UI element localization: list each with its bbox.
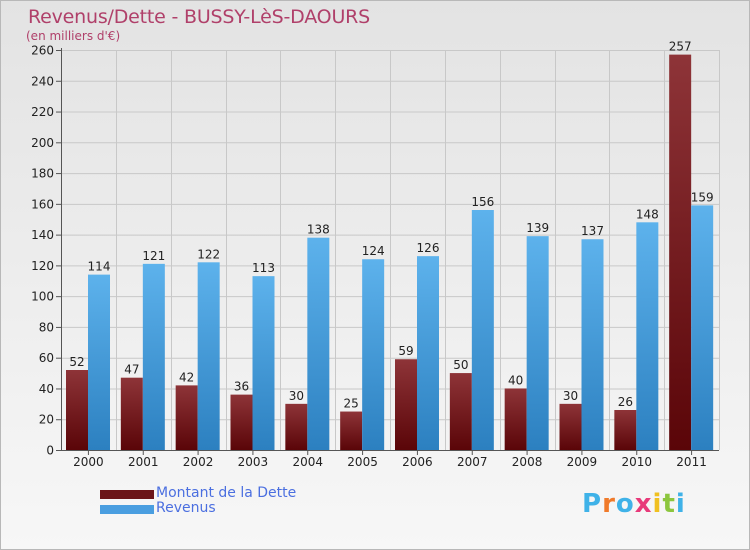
- data-label-revenus-2000: 114: [88, 260, 111, 274]
- x-axis: 2000 2001 2002 2003 2004 2005 2006 2007 2008 2009…: [61, 450, 719, 469]
- logo-letter: o: [615, 489, 635, 519]
- bar-revenus-2010: [636, 222, 659, 450]
- y-tick-label-60: 60: [39, 351, 54, 365]
- logo-letter: r: [602, 489, 616, 519]
- data-label-dette-2000: 52: [69, 355, 84, 369]
- logo-letter: P: [582, 489, 603, 519]
- data-label-dette-2005: 25: [344, 397, 359, 411]
- bar-revenus-2004: [307, 237, 330, 450]
- data-label-dette-2007: 50: [453, 358, 468, 372]
- data-label-revenus-2008: 139: [526, 221, 549, 235]
- bar-revenus-2009: [581, 239, 604, 450]
- data-label-dette-2008: 40: [508, 373, 523, 387]
- bar-revenus-2000: [88, 274, 110, 450]
- y-tick-label-120: 120: [31, 259, 54, 273]
- bar-dette-2002: [175, 385, 198, 450]
- legend-swatch-dette: [100, 490, 154, 499]
- data-label-dette-2006: 59: [398, 344, 413, 358]
- x-tick-label-2003: 2003: [238, 455, 269, 469]
- bar-dette-2007: [449, 373, 472, 450]
- y-tick-label-240: 240: [31, 74, 54, 88]
- y-tick-label-20: 20: [39, 413, 54, 427]
- y-tick-label-40: 40: [39, 382, 54, 396]
- x-tick-label-2002: 2002: [183, 455, 214, 469]
- y-tick-label-200: 200: [31, 136, 54, 150]
- y-tick-label-100: 100: [31, 290, 54, 304]
- bar-revenus-2005: [362, 259, 385, 450]
- data-label-revenus-2005: 124: [362, 244, 385, 258]
- bar-dette-2004: [285, 403, 308, 450]
- x-tick-label-2005: 2005: [347, 455, 378, 469]
- data-label-revenus-2002: 122: [197, 247, 220, 261]
- data-label-revenus-2004: 138: [307, 223, 330, 237]
- y-tick-label-220: 220: [31, 105, 54, 119]
- data-label-dette-2003: 36: [234, 380, 249, 394]
- bar-dette-2005: [340, 411, 363, 450]
- bar-dette-2009: [559, 403, 582, 450]
- legend-label-revenus: Revenus: [156, 500, 216, 516]
- legend-label-dette: Montant de la Dette: [156, 485, 297, 501]
- y-tick-label-0: 0: [46, 444, 54, 458]
- bars: 52 114 47 121 42 122 36 113 30 138 25 124 59 126 50 156…: [66, 40, 714, 450]
- bar-revenus-2002: [197, 262, 220, 450]
- data-label-revenus-2009: 137: [581, 224, 604, 238]
- data-label-dette-2002: 42: [179, 370, 194, 384]
- bar-revenus-2006: [417, 256, 439, 450]
- x-tick-label-2011: 2011: [676, 455, 707, 469]
- y-tick-label-260: 260: [31, 44, 54, 58]
- y-tick-label-180: 180: [31, 167, 54, 181]
- proxiti-logo: Proxiti: [582, 489, 686, 519]
- data-label-dette-2001: 47: [124, 363, 139, 377]
- data-label-revenus-2006: 126: [417, 241, 440, 255]
- data-label-revenus-2010: 148: [636, 207, 659, 221]
- bar-dette-2010: [614, 410, 637, 450]
- bar-revenus-2003: [252, 276, 275, 450]
- bar-revenus-2008: [526, 236, 549, 450]
- x-tick-label-2007: 2007: [457, 455, 488, 469]
- bar-dette-2006: [395, 359, 417, 450]
- bar-dette-2000: [66, 370, 88, 450]
- y-axis: 0 20 40 60 80 100 120 140 160 180 200 220 240 260: [31, 44, 62, 458]
- y-tick-label-160: 160: [31, 197, 54, 211]
- bar-revenus-2001: [142, 263, 165, 450]
- x-tick-label-2006: 2006: [402, 455, 433, 469]
- bar-dette-2003: [230, 394, 253, 450]
- logo-letter: i: [652, 489, 663, 519]
- logo-letter: t: [662, 489, 676, 519]
- y-tick-label-140: 140: [31, 228, 54, 242]
- bar-dette-2008: [504, 388, 527, 450]
- data-label-dette-2004: 30: [289, 389, 304, 403]
- y-tick-label-80: 80: [39, 320, 54, 334]
- x-tick-label-2008: 2008: [512, 455, 543, 469]
- x-tick-label-2004: 2004: [292, 455, 323, 469]
- logo-letter: x: [634, 489, 653, 519]
- x-tick-label-2010: 2010: [621, 455, 652, 469]
- chart-subtitle: (en milliers d'€): [26, 29, 121, 43]
- logo-letter: i: [675, 489, 686, 519]
- bar-dette-2011: [669, 54, 692, 450]
- data-label-revenus-2011: 159: [691, 190, 714, 204]
- x-tick-label-2001: 2001: [128, 455, 159, 469]
- grid-lines: [61, 50, 720, 451]
- x-tick-label-2009: 2009: [567, 455, 598, 469]
- bar-revenus-2007: [471, 210, 494, 450]
- x-tick-label-2000: 2000: [73, 455, 104, 469]
- chart-title: Revenus/Dette - BUSSY-LèS-DAOURS: [28, 6, 371, 28]
- data-label-dette-2009: 30: [563, 389, 578, 403]
- data-label-revenus-2001: 121: [142, 249, 165, 263]
- legend-swatch-revenus: [100, 505, 154, 514]
- data-label-dette-2010: 26: [618, 395, 633, 409]
- data-label-dette-2011: 257: [669, 40, 692, 54]
- bar-dette-2001: [120, 377, 143, 450]
- data-label-revenus-2007: 156: [471, 195, 494, 209]
- data-label-revenus-2003: 113: [252, 261, 275, 275]
- bar-revenus-2011: [691, 205, 714, 450]
